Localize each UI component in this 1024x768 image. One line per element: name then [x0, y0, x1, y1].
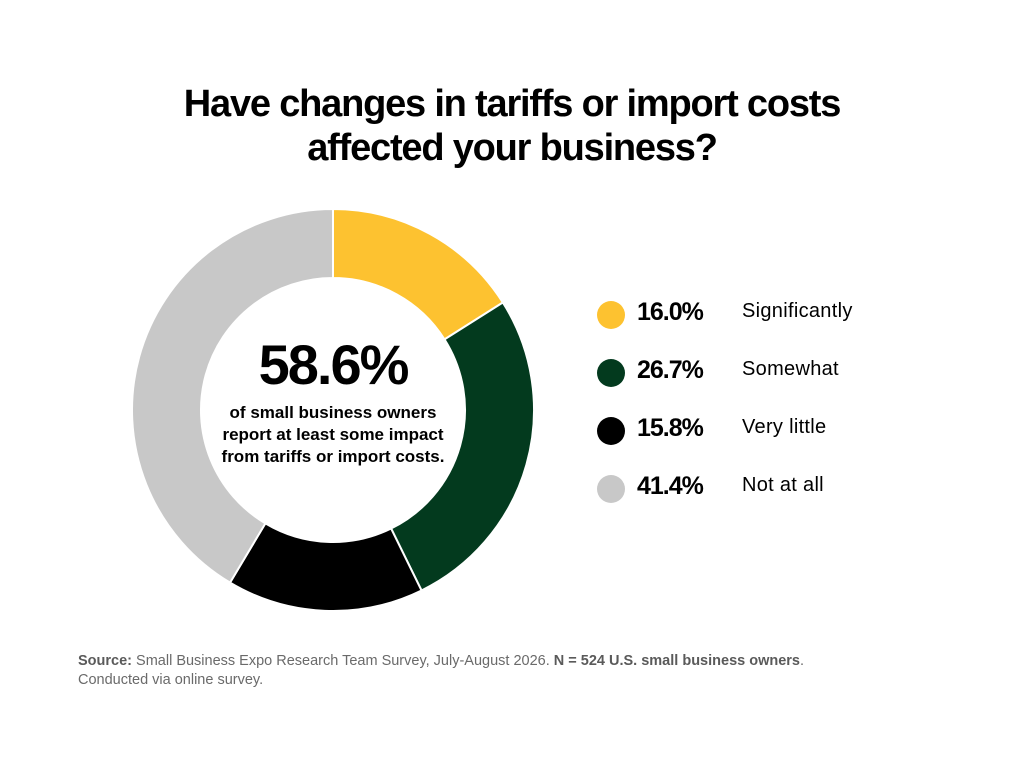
source-label: Source:	[78, 653, 132, 669]
legend-item-not-at-all: 41.4% Not at all	[597, 468, 997, 526]
source-sample-size: N = 524 U.S. small business owners	[553, 653, 800, 669]
donut-slice-very-little	[228, 521, 423, 612]
donut-slice-somewhat	[389, 301, 535, 592]
donut-chart	[131, 207, 535, 612]
title-line-2: affected your business?	[307, 127, 718, 169]
legend-swatch	[597, 475, 625, 503]
legend-swatch	[597, 417, 625, 445]
legend-item-very-little: 15.8% Very little	[597, 410, 997, 468]
legend-item-somewhat: 26.7% Somewhat	[597, 352, 997, 410]
title-line-1: Have changes in tariffs or import costs	[183, 83, 842, 125]
legend: 16.0% Significantly 26.7% Somewhat 15.8% Very…	[597, 294, 997, 526]
center-caption: of small business owners report at least…	[221, 403, 445, 466]
source-period: .	[799, 653, 805, 669]
donut-slice-not-at-all	[131, 207, 334, 585]
legend-item-significantly: 16.0% Significantly	[597, 294, 997, 352]
legend-percentage: 26.7%	[637, 356, 704, 384]
legend-label: Not at all	[742, 474, 824, 496]
source-note: Source: Small Business Expo Research Tea…	[78, 652, 978, 690]
legend-label: Somewhat	[742, 358, 839, 380]
legend-label: Very little	[742, 416, 827, 438]
legend-swatch	[597, 359, 625, 387]
legend-label: Significantly	[742, 300, 853, 322]
legend-swatch	[597, 301, 625, 329]
source-text: Small Business Expo Research Team Survey…	[132, 653, 554, 669]
legend-percentage: 16.0%	[637, 298, 704, 326]
legend-percentage: 15.8%	[637, 414, 704, 442]
source-method: Conducted via online survey.	[78, 672, 264, 688]
chart-title: Have changes in tariffs or import costs …	[0, 82, 1024, 170]
center-percentage: 58.6%	[258, 333, 410, 396]
legend-percentage: 41.4%	[637, 472, 704, 500]
